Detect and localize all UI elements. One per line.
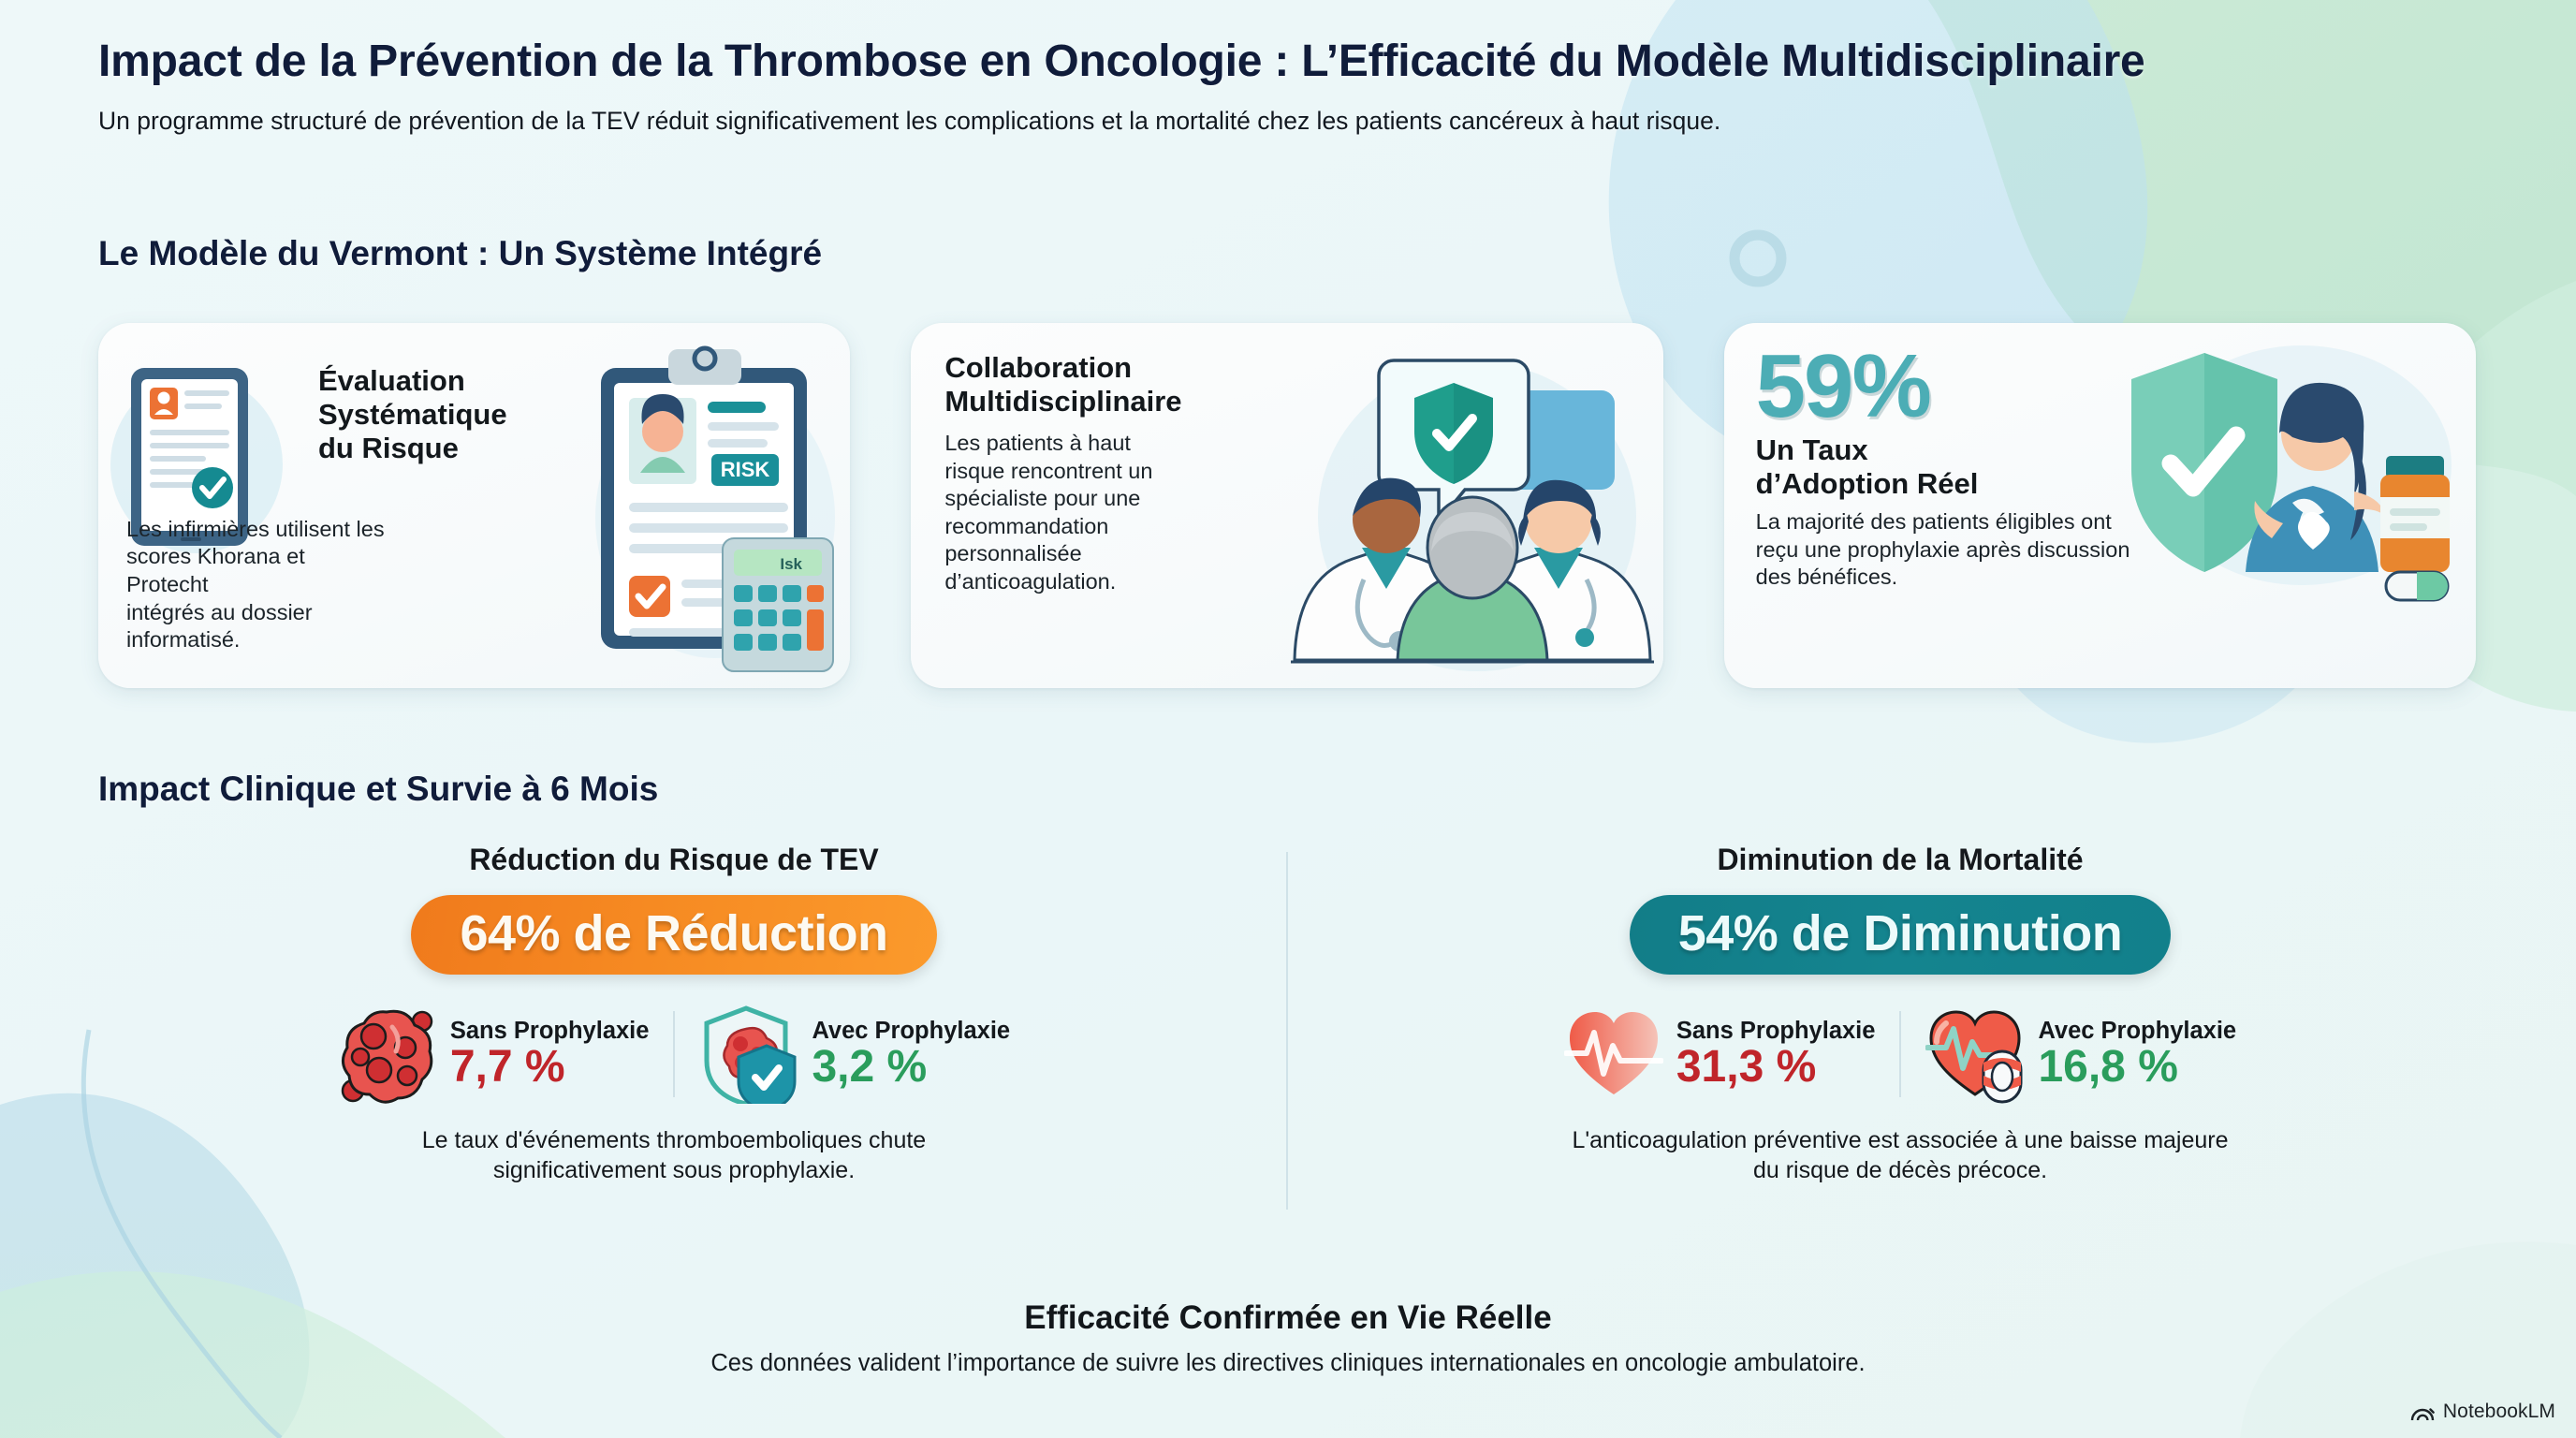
card-adoption-rate: 59% Un Taux d’Adoption Réel La majorité … [1723,323,2476,688]
section-heading-model: Le Modèle du Vermont : Un Système Intégr… [98,234,823,272]
card-body: La majorité des patients éligibles ont r… [1755,509,2130,590]
stat-with-prophylaxis: Avec Prophylaxie 16,8 % [1901,1005,2261,1104]
badge-vte-reduction: 64% de Réduction [411,895,937,975]
panel-mortality-reduction: Diminution de la Mortalité 54% de Diminu… [1315,843,2485,1185]
stats-row: Sans Prophylaxie 7,7 % Avec [89,1005,1259,1104]
stat-label: Avec Prophylaxie [2038,1018,2237,1045]
stat-divider [673,1011,676,1097]
notebooklm-logo-icon [2410,1408,2435,1421]
panel-caption: L'anticoagulation préventive est associé… [1572,1127,2229,1183]
section-heading-impact: Impact Clinique et Survie à 6 Mois [98,770,659,808]
page-title: Impact de la Prévention de la Thrombose … [98,37,2145,86]
page-header: Impact de la Prévention de la Thrombose … [98,36,2495,137]
stat-without-prophylaxis: Sans Prophylaxie 31,3 % [1540,1005,1900,1104]
blood-clot-icon [341,1009,433,1104]
card-title: Collaboration Multidisciplinaire [944,351,1182,418]
card-title: Évaluation Systématique du Risque [318,364,507,464]
footer-title: Efficacité Confirmée en Vie Réelle [1024,1299,1552,1336]
stat-with-prophylaxis: Avec Prophylaxie 3,2 % [675,1005,1034,1104]
stat-value: 3,2 % [812,1042,928,1093]
stat-value: 7,7 % [449,1042,565,1093]
heart-pulse-pale-icon [1563,1012,1663,1094]
panel-title: Réduction du Risque de TEV [469,843,879,876]
clipboard-risk-calculator-icon: RISK Isk [595,345,836,672]
stat-value: 31,3 % [1676,1042,1817,1093]
stat-value: 16,8 % [2038,1042,2178,1093]
panel-vte-reduction: Réduction du Risque de TEV 64% de Réduct… [89,843,1259,1185]
svg-text:Isk: Isk [781,555,803,573]
stat-label: Avec Prophylaxie [812,1018,1011,1045]
care-team-shield-icon [1290,359,1654,671]
badge-mortality-reduction: 54% de Diminution [1629,895,2172,975]
page-subtitle: Un programme structuré de prévention de … [98,107,1721,136]
svg-text:RISK: RISK [721,458,770,481]
stats-row: Sans Prophylaxie 31,3 % [1315,1005,2485,1104]
adoption-rate-value: 59% [1755,336,1932,436]
card-title: Un Taux d’Adoption Réel [1755,433,1979,501]
notebooklm-brand: NotebookLM [2410,1401,2555,1423]
model-cards-row: RISK Isk [98,323,2476,688]
page-footer: Efficacité Confirmée en Vie Réelle Ces d… [0,1299,2576,1377]
card-body: Les patients à haut risque rencontrent u… [944,430,1153,594]
heart-lifebuoy-icon [1925,1010,2023,1104]
stat-divider [1899,1011,1902,1097]
panels-divider [1286,852,1288,1210]
card-multidisciplinary-collaboration: Collaboration Multidisciplinaire Les pat… [911,323,1663,688]
notebooklm-brand-text: NotebookLM [2442,1401,2555,1422]
stat-without-prophylaxis: Sans Prophylaxie 7,7 % [314,1005,674,1104]
impact-panels: Réduction du Risque de TEV 64% de Réduct… [0,843,2576,1292]
stat-label: Sans Prophylaxie [449,1018,650,1045]
panel-title: Diminution de la Mortalité [1717,843,2084,876]
shield-clot-icon [704,1005,797,1104]
card-body: Les infirmières utilisent les scores Kho… [126,516,385,653]
panel-caption: Le taux d'événements thromboemboliques c… [421,1127,927,1183]
stat-label: Sans Prophylaxie [1676,1018,1876,1045]
footer-subtitle: Ces données valident l’importance de sui… [710,1350,1866,1376]
card-risk-assessment: RISK Isk [98,323,851,688]
